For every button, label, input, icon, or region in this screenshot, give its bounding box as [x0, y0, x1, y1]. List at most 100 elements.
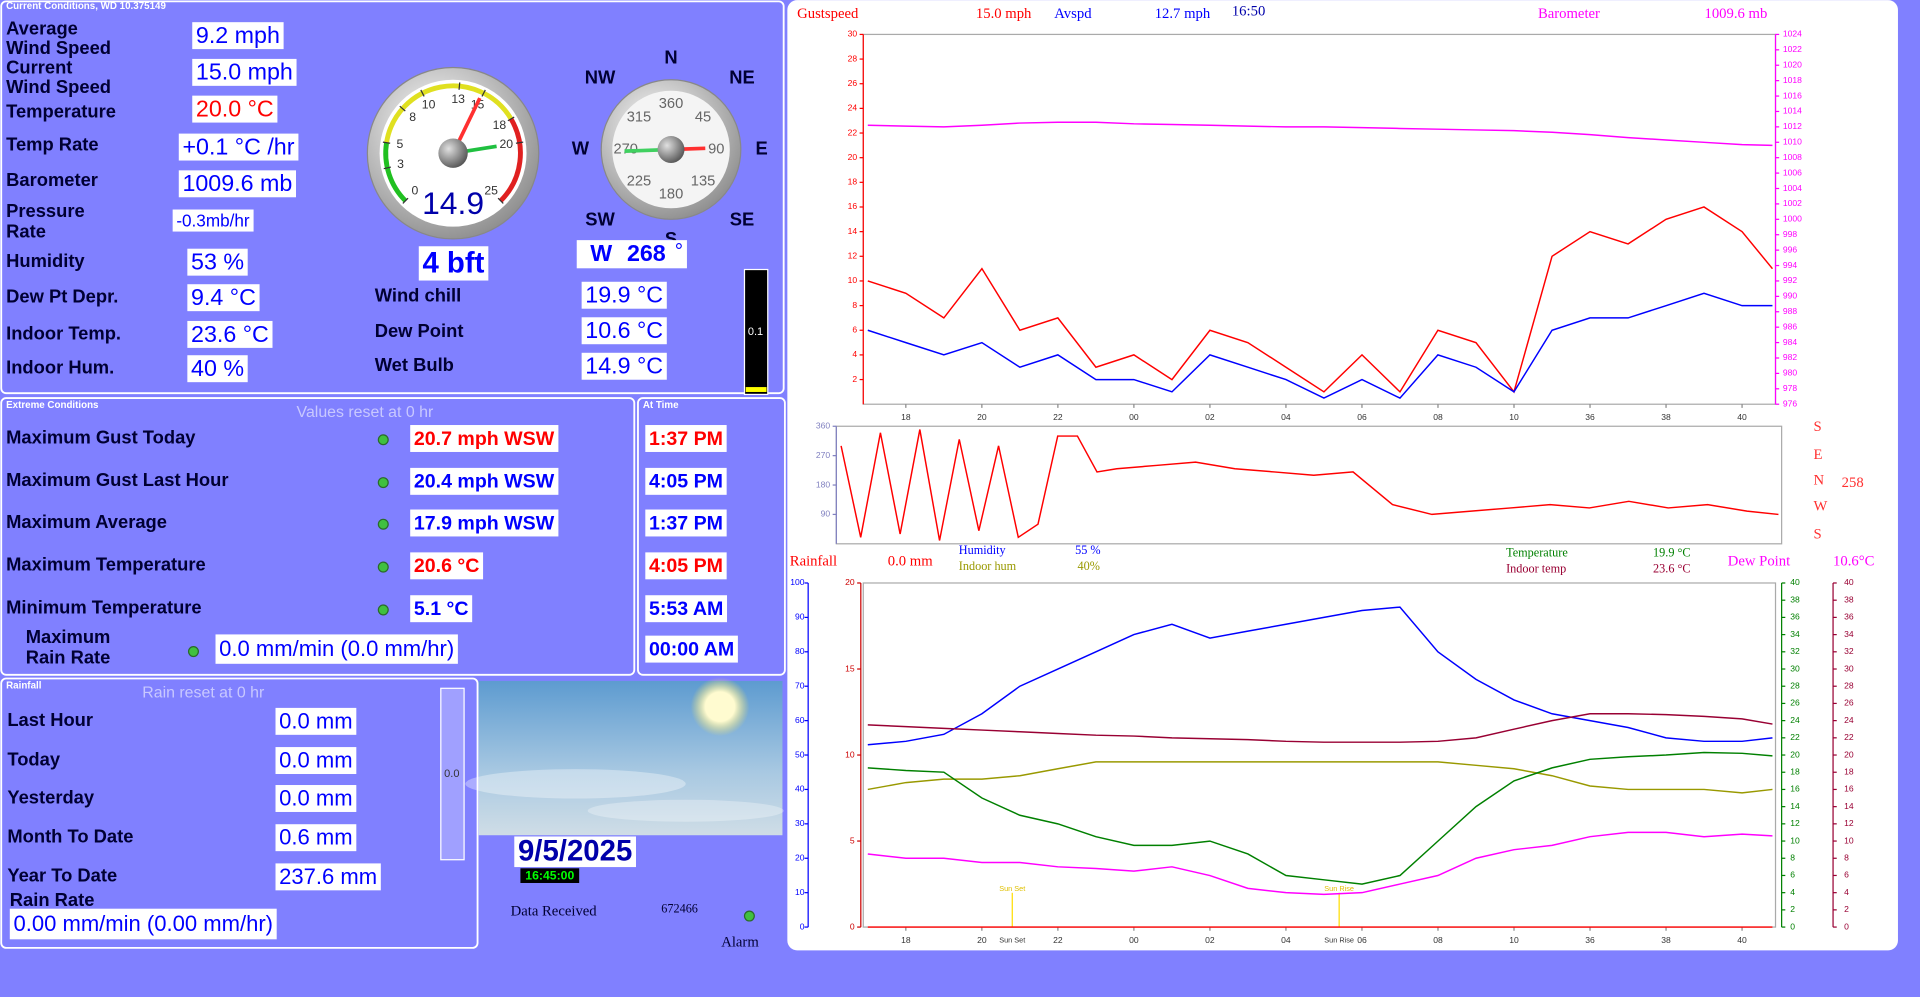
y-tick-label: 1010	[1783, 137, 1802, 147]
rain-gauge-label: 0.0	[444, 768, 459, 780]
compass-point: SE	[730, 208, 755, 229]
y-tick-label: 28	[848, 53, 858, 63]
y-tick-label: 1008	[1783, 152, 1802, 162]
sun	[690, 677, 750, 737]
row-label: Maximum Average	[6, 511, 167, 532]
y-tick-label: 988	[1783, 306, 1798, 316]
panel-title: Rainfall	[6, 680, 42, 691]
y-tick-label: 1020	[1783, 60, 1802, 70]
y-tick-label: 1006	[1783, 167, 1802, 177]
y-tick-label: 10	[848, 275, 858, 285]
rain-rate-fill	[745, 387, 767, 392]
y-tick-label: 4	[1790, 887, 1795, 897]
legend-text: 19.9 °C	[1653, 545, 1691, 559]
value-box	[275, 824, 357, 852]
y-tick-label: 14	[848, 226, 858, 236]
x-tick-label: 02	[1205, 935, 1215, 945]
legend-text: 23.6 °C	[1653, 561, 1691, 575]
y-tick-label: 0	[850, 921, 855, 931]
legend-text: E	[1813, 447, 1822, 463]
y-tick-label: 24	[1844, 715, 1854, 725]
y-tick-label: 36	[1844, 612, 1854, 622]
value-box	[410, 425, 559, 452]
row-label: Temp Rate	[6, 134, 98, 155]
event-label: Sun Rise	[1324, 935, 1354, 944]
row-label: Wind chill	[375, 284, 462, 305]
y-tick-label: 16	[1844, 784, 1854, 794]
y-tick-label: 60	[795, 715, 805, 725]
value-box	[410, 467, 559, 495]
y-tick-label: 270	[816, 450, 831, 460]
cloud	[465, 769, 686, 799]
value-box	[275, 785, 357, 812]
y-tick-label: 40	[1844, 577, 1854, 587]
value-box	[581, 281, 667, 309]
compass-point: E	[756, 137, 768, 158]
row-value: 40 %	[191, 355, 244, 381]
value-box	[192, 22, 284, 50]
row-label: Indoor Hum.	[6, 357, 114, 378]
gauge-tick-label: 13	[451, 92, 465, 106]
legend-text: 40%	[1078, 559, 1100, 573]
y-tick-label: 36	[1790, 612, 1800, 622]
y-tick-label: 1018	[1783, 75, 1802, 85]
series-line	[867, 761, 1773, 794]
y-tick-label: 30	[848, 29, 858, 39]
y-tick-label: 30	[795, 818, 805, 828]
compass-knob	[657, 136, 685, 163]
value-box	[645, 595, 728, 623]
y-tick-label: 10	[1790, 835, 1800, 845]
y-tick-label: 360	[816, 421, 831, 431]
wind-direction: W	[590, 240, 612, 266]
x-tick-label: 08	[1433, 412, 1443, 422]
y-tick-label: 20	[848, 152, 858, 162]
row-label: Month To Date	[7, 826, 133, 847]
legend-text: 12.7 mph	[1155, 6, 1211, 22]
y-tick-label: 34	[1844, 629, 1854, 639]
y-tick-label: 26	[1790, 698, 1800, 708]
row-time: 5:53 AM	[649, 598, 723, 620]
y-tick-label: 10	[1844, 835, 1854, 845]
time-panel	[637, 397, 786, 676]
value-box	[187, 355, 248, 383]
status-led	[377, 604, 389, 616]
y-tick-label: 992	[1783, 275, 1798, 285]
row-value: 9.2 mph	[196, 22, 280, 48]
y-tick-label: 38	[1790, 594, 1800, 604]
value-box	[187, 284, 260, 312]
row-label: Indoor Temp.	[6, 322, 121, 343]
row-label: Wind Speed	[6, 37, 111, 58]
y-tick-label: 20	[1790, 749, 1800, 759]
y-tick-label: 12	[1790, 818, 1800, 828]
series-line	[867, 751, 1773, 885]
value-box	[187, 320, 273, 348]
row-value: 0.0 mm	[279, 786, 352, 811]
value-box	[410, 595, 473, 623]
row-value: 15.0 mph	[196, 59, 293, 85]
x-tick-label: 36	[1585, 935, 1595, 945]
y-tick-label: 30	[1790, 663, 1800, 673]
y-tick-label: 1002	[1783, 198, 1802, 208]
row-value: 53 %	[191, 249, 244, 275]
value-box	[178, 133, 299, 161]
compass-point: NE	[729, 66, 755, 87]
compass-degree: 225	[627, 173, 652, 189]
y-tick-label: 28	[1790, 680, 1800, 690]
panel-title: Current Conditions, WD 10.375149	[6, 1, 166, 12]
row-time: 1:37 PM	[649, 428, 723, 450]
row-value: 237.6 mm	[279, 864, 377, 889]
y-tick-label: 30	[1844, 663, 1854, 673]
row-label: Maximum Gust Today	[6, 426, 196, 447]
y-tick-label: 1004	[1783, 183, 1802, 193]
row-label: Humidity	[6, 250, 85, 271]
y-tick-label: 90	[795, 612, 805, 622]
gauge-band	[498, 117, 523, 203]
value-box	[192, 58, 297, 86]
row-value: 0.00 mm/min (0.00 mm/hr)	[13, 911, 273, 936]
value-box	[187, 248, 248, 276]
y-tick-label: 996	[1783, 244, 1798, 254]
gauge-tick-label: 20	[499, 137, 513, 151]
row-label: Wet Bulb	[375, 354, 454, 375]
y-tick-label: 24	[848, 103, 858, 113]
value-box	[172, 209, 254, 232]
